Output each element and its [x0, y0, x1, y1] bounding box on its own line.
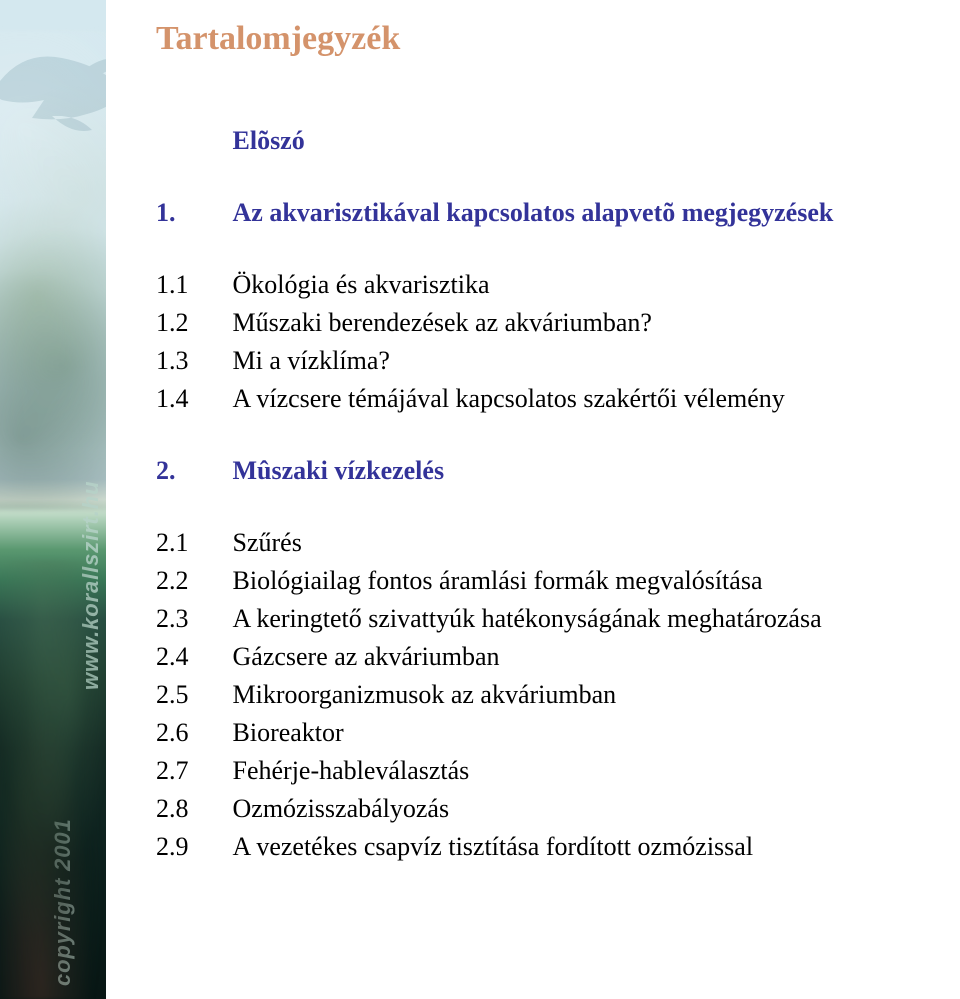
spacer [156, 418, 833, 452]
toc-number: 2.9 [156, 828, 233, 866]
toc-number [156, 122, 233, 194]
toc-entry: 1.1 Ökológia és akvarisztika [156, 266, 833, 304]
toc-number: 2. [156, 452, 233, 524]
toc-entry: 2.4 Gázcsere az akváriumban [156, 638, 833, 676]
toc-text: A keringtető szivattyúk hatékonyságának … [233, 600, 834, 638]
fish-silhouette [0, 40, 106, 140]
toc-section-2: 2. Mûszaki vízkezelés [156, 452, 833, 524]
toc-text: Bioreaktor [233, 714, 834, 752]
sidebar-image: www.korallszirt.hu copyright 2001 [0, 0, 106, 999]
toc-number: 2.1 [156, 524, 233, 562]
page: www.korallszirt.hu copyright 2001 Tartal… [0, 0, 960, 999]
sidebar-url-text: www.korallszirt.hu [78, 481, 104, 690]
toc-entry: 2.1 Szűrés [156, 524, 833, 562]
toc-table: Elõszó 1. Az akvarisztikával kapcsolatos… [156, 122, 833, 866]
toc-entry: 2.6 Bioreaktor [156, 714, 833, 752]
toc-text: Ökológia és akvarisztika [233, 266, 834, 304]
toc-text: Mûszaki vízkezelés [233, 452, 834, 524]
toc-text: Gázcsere az akváriumban [233, 638, 834, 676]
toc-entry: 1.2 Műszaki berendezések az akváriumban? [156, 304, 833, 342]
toc-number: 1. [156, 194, 233, 266]
toc-entry: 2.8 Ozmózisszabályozás [156, 790, 833, 828]
toc-number: 2.7 [156, 752, 233, 790]
content-area: Tartalomjegyzék Elõszó 1. Az akvarisztik… [106, 0, 960, 866]
toc-entry: 2.3 A keringtető szivattyúk hatékonyságá… [156, 600, 833, 638]
toc-number: 2.2 [156, 562, 233, 600]
toc-text: Műszaki berendezések az akváriumban? [233, 304, 834, 342]
toc-entry: 2.7 Fehérje-hableválasztás [156, 752, 833, 790]
toc-text: Mi a vízklíma? [233, 342, 834, 380]
toc-text: Elõszó [233, 122, 834, 194]
toc-text: A vezetékes csapvíz tisztítása fordított… [233, 828, 834, 866]
toc-text: Biológiailag fontos áramlási formák megv… [233, 562, 834, 600]
toc-text: A vízcsere témájával kapcsolatos szakért… [233, 380, 834, 418]
toc-preface: Elõszó [156, 122, 833, 194]
toc-section-1: 1. Az akvarisztikával kapcsolatos alapve… [156, 194, 833, 266]
toc-text: Az akvarisztikával kapcsolatos alapvetõ … [233, 194, 834, 266]
toc-number: 2.5 [156, 676, 233, 714]
toc-text: Szűrés [233, 524, 834, 562]
toc-number: 1.4 [156, 380, 233, 418]
sidebar-copyright-text: copyright 2001 [50, 818, 76, 986]
toc-number: 2.3 [156, 600, 233, 638]
page-title: Tartalomjegyzék [156, 20, 960, 58]
toc-entry: 2.2 Biológiailag fontos áramlási formák … [156, 562, 833, 600]
toc-entry: 2.5 Mikroorganizmusok az akváriumban [156, 676, 833, 714]
toc-text: Fehérje-hableválasztás [233, 752, 834, 790]
toc-number: 2.6 [156, 714, 233, 752]
toc-entry: 1.4 A vízcsere témájával kapcsolatos sza… [156, 380, 833, 418]
toc-text: Mikroorganizmusok az akváriumban [233, 676, 834, 714]
toc-number: 2.4 [156, 638, 233, 676]
toc-number: 2.8 [156, 790, 233, 828]
toc-text: Ozmózisszabályozás [233, 790, 834, 828]
toc-number: 1.1 [156, 266, 233, 304]
toc-number: 1.3 [156, 342, 233, 380]
toc-number: 1.2 [156, 304, 233, 342]
toc-entry: 1.3 Mi a vízklíma? [156, 342, 833, 380]
toc-entry: 2.9 A vezetékes csapvíz tisztítása fordí… [156, 828, 833, 866]
